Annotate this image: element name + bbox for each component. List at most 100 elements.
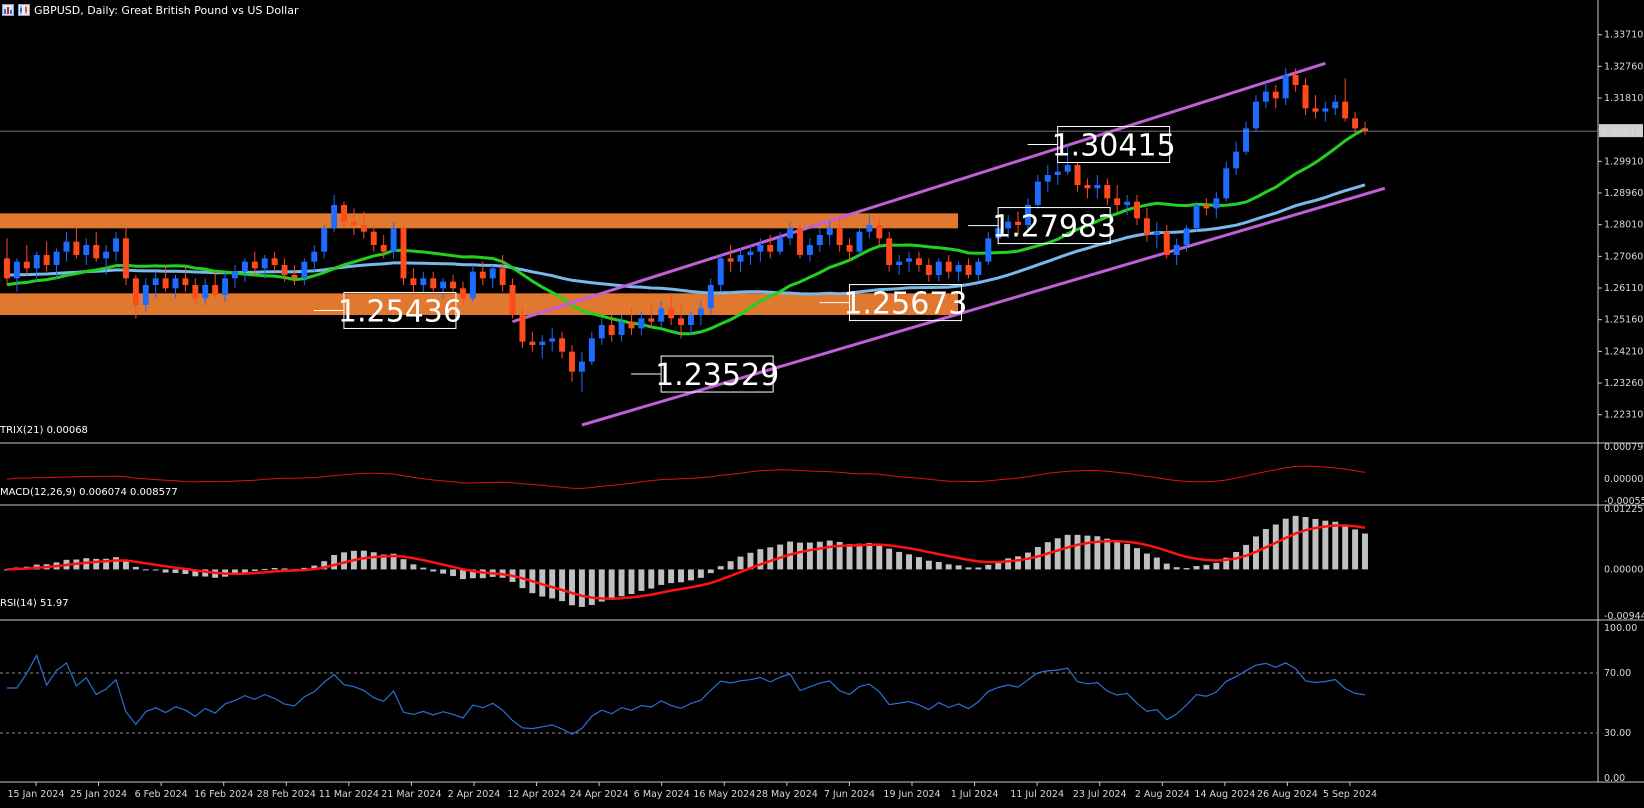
macd-histogram-bar (1213, 562, 1220, 570)
candle (1223, 161, 1230, 202)
candle (301, 258, 308, 285)
candle-body (390, 228, 397, 252)
macd-histogram-bar (915, 557, 922, 570)
candle-body (212, 285, 219, 295)
candle-body (787, 228, 794, 239)
candle (598, 318, 605, 345)
candle (450, 275, 457, 292)
macd-histogram-bar (1233, 551, 1240, 570)
macd-histogram-bar (836, 541, 843, 570)
candle (648, 305, 655, 329)
candle-body (13, 261, 20, 279)
macd-label: MACD(12,26,9) 0.006074 0.008577 (0, 487, 178, 498)
candle (876, 218, 883, 245)
candle-body (638, 318, 645, 329)
macd-histogram-bar (1134, 548, 1140, 570)
candle-body (906, 258, 913, 262)
trix-line (6, 465, 1366, 489)
price-axis-label: 1.28960 (1604, 188, 1643, 199)
candle-body (806, 245, 813, 255)
candle-body (489, 268, 496, 279)
candle-body (43, 255, 50, 265)
candle-body (33, 255, 40, 269)
macd-histogram-bar (152, 569, 159, 571)
candle-body (1362, 128, 1368, 131)
time-axis-label: 25 Jan 2024 (70, 789, 127, 800)
candle-body (1243, 128, 1250, 152)
macd-histogram-bar (995, 561, 1002, 570)
macd-histogram-bar (479, 569, 486, 579)
macd-histogram-bar (1015, 556, 1022, 570)
macd-histogram-bar (172, 569, 179, 573)
candle-body (1084, 185, 1091, 189)
candle (430, 271, 437, 292)
macd-histogram-bar (648, 569, 655, 589)
macd-histogram-bar (311, 565, 318, 570)
macd-histogram-bar (1044, 542, 1051, 570)
macd-histogram-bar (737, 556, 744, 570)
candle-body (826, 228, 833, 235)
macd-histogram-bar (1223, 557, 1230, 570)
candle-body (479, 271, 486, 279)
macd-histogram-bar (132, 566, 139, 570)
macd-histogram-bar (430, 569, 437, 572)
candle-body (1302, 85, 1309, 109)
macd-signal-line (6, 524, 1366, 600)
candle-body (341, 205, 347, 222)
candle-body (737, 255, 744, 262)
resistance-zone (0, 213, 958, 229)
macd-histogram-bar (1243, 544, 1250, 570)
candle-body (241, 261, 248, 272)
candle-body (1094, 185, 1101, 189)
macd-histogram-bar (975, 567, 982, 570)
candle-body (1272, 91, 1279, 99)
candle-body (499, 268, 506, 285)
candle (727, 245, 734, 272)
candle-body (519, 315, 526, 342)
current-price-label: 1.30816 (1602, 127, 1641, 138)
price-callout-label: 1.30415 (1052, 129, 1176, 164)
candle (1292, 68, 1299, 92)
candle-body (1064, 165, 1071, 172)
candle (172, 275, 179, 299)
time-axis-label: 16 May 2024 (693, 789, 755, 800)
candle (261, 255, 268, 279)
candle (311, 245, 318, 272)
macd-histogram-bar (459, 569, 466, 580)
candle-body (618, 321, 625, 335)
candle-body (945, 261, 952, 272)
trix-axis-label: 0.00079 (1604, 442, 1643, 453)
candle-body (707, 285, 714, 309)
candle (915, 251, 922, 272)
rsi-axis-label: 0.00 (1604, 773, 1625, 784)
candle (1272, 85, 1279, 109)
time-axis-label: 16 Feb 2024 (194, 789, 253, 800)
macd-histogram-bar (261, 568, 268, 570)
candle (935, 258, 942, 282)
candle (321, 225, 328, 259)
candle-body (1044, 175, 1051, 182)
macd-histogram-bar (856, 543, 863, 570)
time-axis-label: 6 May 2024 (634, 789, 690, 800)
macd-histogram-bar (757, 549, 764, 570)
macd-histogram-bar (182, 569, 189, 574)
candle-body (162, 278, 169, 289)
macd-histogram-bar (965, 567, 972, 570)
candle (608, 315, 615, 342)
candle-body (1054, 171, 1061, 175)
candle (370, 225, 377, 252)
candle-body (380, 245, 387, 252)
macd-histogram-bar (4, 569, 10, 571)
candle-body (251, 261, 258, 269)
candle-body (1173, 245, 1180, 255)
macd-histogram-bar (797, 542, 803, 570)
macd-histogram-bar (866, 542, 873, 570)
candle-body (717, 258, 724, 285)
candle (569, 345, 575, 382)
time-axis-label: 28 Feb 2024 (257, 789, 316, 800)
candle-body (687, 315, 694, 325)
candle (1104, 178, 1111, 205)
candle-body (400, 228, 407, 279)
